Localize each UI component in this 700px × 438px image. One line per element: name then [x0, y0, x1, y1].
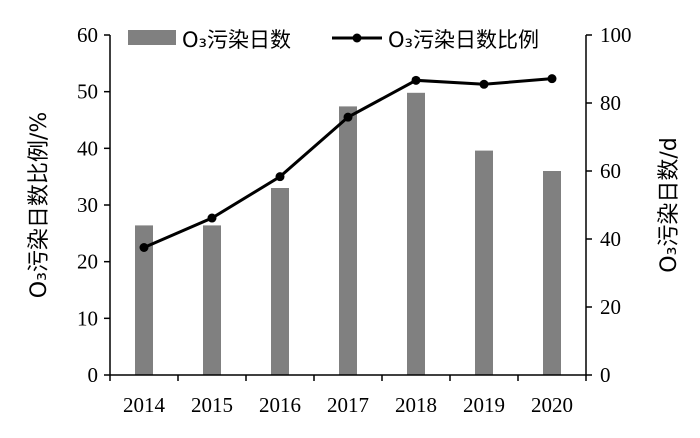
x-tick-label: 2019 — [463, 393, 505, 417]
legend: O₃污染日数 O₃污染日数比例 — [128, 28, 539, 52]
line-point-2014 — [139, 243, 149, 252]
y-left-tick-label: 0 — [88, 363, 99, 387]
y-left-tick-label: 50 — [77, 80, 98, 104]
y-left-tick-label: 10 — [77, 306, 98, 330]
x-tick-label: 2016 — [259, 393, 301, 417]
line-point-2017 — [343, 112, 353, 122]
y-axis-left-title: O₃污染日数比例/% — [27, 112, 52, 298]
y-right-tick-label: 40 — [600, 227, 621, 251]
line-point-2018 — [411, 75, 421, 85]
x-tick-label: 2020 — [531, 393, 573, 417]
axes-layer: 0 10 20 30 40 50 60 0 20 40 60 80 100 2014 2015 2016 201… — [77, 23, 632, 417]
x-tick-label: 2015 — [191, 393, 233, 417]
bar-2014 — [135, 225, 153, 375]
bar-2017 — [339, 106, 357, 376]
bars-layer — [135, 92, 561, 376]
line-point-2020 — [547, 74, 557, 84]
y-left-tick-label: 60 — [77, 23, 98, 47]
x-tick-label: 2017 — [327, 393, 369, 417]
legend-line-marker — [352, 33, 362, 43]
bar-2018 — [407, 92, 425, 376]
legend-bar-label: O₃污染日数 — [182, 28, 291, 52]
y-right-tick-label: 100 — [600, 23, 632, 47]
y-right-tick-label: 20 — [600, 295, 621, 319]
legend-line-label: O₃污染日数比例 — [388, 28, 539, 52]
y-left-tick-label: 20 — [77, 250, 98, 274]
y-right-tick-label: 60 — [600, 159, 621, 183]
bar-2020 — [543, 171, 561, 375]
x-tick-label: 2014 — [123, 393, 166, 417]
legend-bar-swatch — [128, 30, 176, 45]
x-tick-label: 2018 — [395, 393, 437, 417]
y-axis-right-title: O₃污染日数/d — [657, 137, 682, 273]
bar-2015 — [203, 225, 221, 375]
line-layer — [139, 74, 557, 252]
y-right-tick-label: 80 — [600, 91, 621, 115]
bar-2019 — [475, 150, 493, 375]
y-right-tick-label: 0 — [600, 363, 611, 387]
line-point-2019 — [479, 79, 489, 89]
line-point-2015 — [207, 213, 217, 223]
y-left-tick-label: 40 — [77, 136, 98, 160]
line-point-2016 — [275, 172, 285, 182]
y-left-tick-label: 30 — [77, 193, 98, 217]
bar-2016 — [271, 188, 289, 375]
